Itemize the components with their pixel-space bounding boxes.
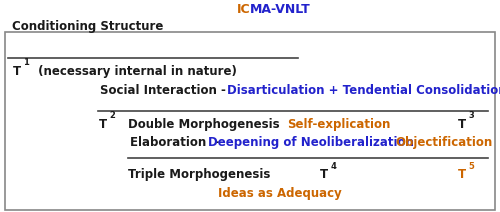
FancyBboxPatch shape (5, 32, 495, 210)
Text: T: T (320, 168, 328, 181)
Text: Deepening of Neoliberalization: Deepening of Neoliberalization (208, 135, 414, 149)
Text: (necessary internal in nature): (necessary internal in nature) (34, 64, 237, 78)
Text: 5: 5 (468, 162, 474, 171)
Text: Disarticulation + Tendential Consolidation: Disarticulation + Tendential Consolidati… (227, 84, 500, 97)
Text: Ideas as Adequacy: Ideas as Adequacy (218, 187, 341, 201)
Text: Social Interaction -: Social Interaction - (100, 84, 230, 97)
Text: Conditioning Structure: Conditioning Structure (12, 20, 164, 33)
Text: IC: IC (236, 3, 250, 16)
Text: 1: 1 (24, 58, 30, 67)
Text: T: T (98, 117, 106, 131)
Text: Elaboration  -: Elaboration - (130, 135, 224, 149)
Text: 2: 2 (110, 111, 116, 120)
Text: Triple Morphogenesis: Triple Morphogenesis (128, 168, 271, 181)
Text: Objectification: Objectification (395, 135, 492, 149)
Text: 3: 3 (468, 111, 474, 120)
Text: T: T (458, 168, 466, 181)
Text: T: T (458, 117, 466, 131)
Text: T: T (12, 64, 20, 78)
Text: Self-explication: Self-explication (288, 117, 391, 131)
Text: MA-VNLT: MA-VNLT (250, 3, 311, 16)
Text: 4: 4 (331, 162, 337, 171)
Text: Double Morphogenesis: Double Morphogenesis (128, 117, 279, 131)
